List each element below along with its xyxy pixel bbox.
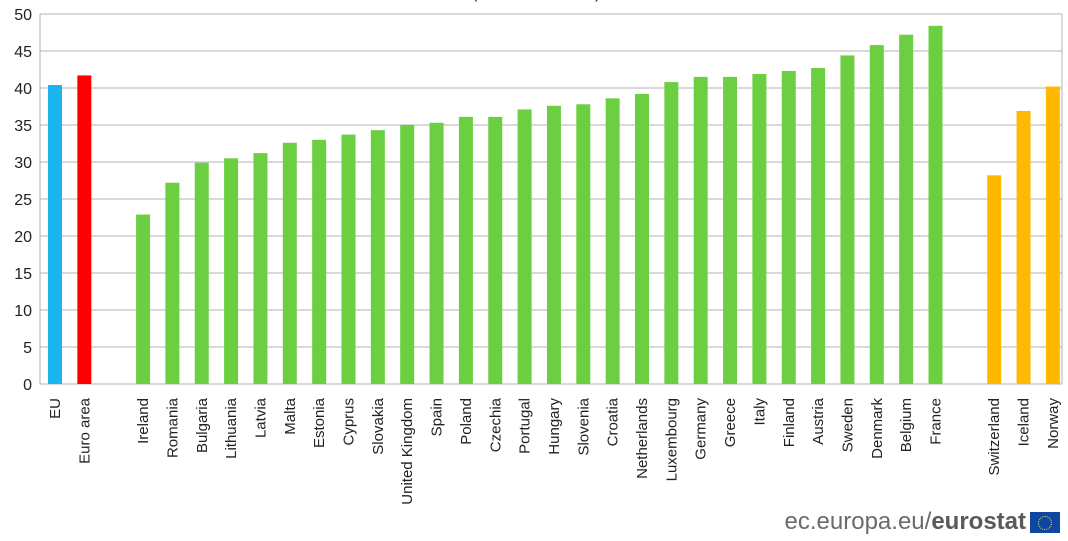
x-category-label: Finland bbox=[781, 398, 798, 447]
bar-denmark bbox=[869, 45, 884, 384]
bar-czechia bbox=[488, 116, 503, 385]
bar-croatia bbox=[605, 98, 620, 385]
x-category-label: Romania bbox=[164, 397, 181, 458]
x-category-label: Netherlands bbox=[634, 398, 651, 479]
x-category-label: Spain bbox=[429, 398, 446, 436]
chart-title-close: ) bbox=[595, 0, 600, 2]
bar-malta bbox=[282, 142, 297, 384]
y-tick-label: 5 bbox=[23, 340, 32, 357]
y-axis: 0 5 10 15 20 25 30 35 40 45 50 bbox=[14, 7, 32, 394]
x-category-label: Austria bbox=[810, 397, 827, 444]
bar-iceland bbox=[1016, 110, 1031, 384]
bar-sweden bbox=[840, 55, 855, 384]
bar-eu bbox=[48, 85, 62, 384]
x-category-label: Latvia bbox=[252, 397, 269, 438]
bar-poland bbox=[458, 116, 473, 385]
bar-austria bbox=[811, 68, 826, 385]
bar-latvia bbox=[253, 153, 268, 384]
bar-germany bbox=[693, 76, 708, 385]
bar-norway bbox=[1045, 86, 1060, 385]
y-tick-label: 0 bbox=[23, 377, 32, 394]
bar-switzerland bbox=[987, 175, 1002, 384]
x-category-label: Slovakia bbox=[370, 397, 387, 454]
bar-estonia bbox=[312, 139, 327, 384]
x-category-label: Iceland bbox=[1016, 398, 1033, 446]
bar-greece bbox=[723, 76, 738, 385]
source-watermark: ec.europa.eu/eurostat bbox=[785, 508, 1060, 536]
bar-france bbox=[928, 25, 943, 385]
y-tick-label: 35 bbox=[14, 118, 32, 135]
chart-title-open: ( bbox=[472, 0, 478, 2]
x-category-label: Euro area bbox=[76, 397, 93, 464]
x-category-label: Belgium bbox=[898, 398, 915, 452]
y-tick-label: 40 bbox=[14, 81, 32, 98]
x-category-label: EU bbox=[47, 398, 64, 419]
bar-cyprus bbox=[341, 134, 356, 384]
bars bbox=[48, 25, 1060, 385]
x-category-label: Denmark bbox=[869, 398, 886, 459]
bar-hungary bbox=[546, 105, 561, 384]
x-category-label: Switzerland bbox=[986, 398, 1003, 476]
y-tick-label: 20 bbox=[14, 229, 32, 246]
bar-spain bbox=[429, 122, 444, 384]
x-category-label: Hungary bbox=[546, 398, 563, 455]
x-category-label: Ireland bbox=[135, 398, 152, 444]
x-category-label: Sweden bbox=[839, 398, 856, 452]
y-tick-label: 10 bbox=[14, 303, 32, 320]
x-axis-labels: EU Euro area Ireland Romania Bulgaria Lithuan… bbox=[47, 397, 1062, 504]
x-category-label: Greece bbox=[722, 398, 739, 447]
bar-slovakia bbox=[370, 130, 385, 384]
x-category-label: Slovenia bbox=[575, 397, 592, 455]
x-category-label: Luxembourg bbox=[663, 398, 680, 481]
bar-italy bbox=[752, 73, 767, 384]
x-category-label: Poland bbox=[458, 398, 475, 445]
y-tick-label: 50 bbox=[14, 7, 32, 24]
bar-belgium bbox=[899, 34, 914, 384]
y-tick-label: 30 bbox=[14, 155, 32, 172]
bar-euro-area bbox=[77, 75, 92, 385]
x-category-label: Czechia bbox=[487, 397, 504, 452]
bar-netherlands bbox=[635, 93, 649, 385]
bar-ireland bbox=[136, 214, 151, 384]
x-category-label: Germany bbox=[693, 398, 710, 460]
bar-romania bbox=[165, 182, 180, 384]
x-category-label: Bulgaria bbox=[194, 397, 211, 453]
bar-lithuania bbox=[224, 158, 239, 384]
bar-united-kingdom bbox=[400, 125, 415, 384]
x-category-label: Estonia bbox=[311, 397, 328, 448]
y-tick-label: 15 bbox=[14, 266, 32, 283]
x-category-label: Portugal bbox=[517, 398, 534, 454]
x-category-label: Cyprus bbox=[341, 398, 358, 446]
bar-finland bbox=[781, 70, 796, 384]
y-tick-label: 25 bbox=[14, 192, 32, 209]
x-category-label: United Kingdom bbox=[399, 398, 416, 505]
x-category-label: Norway bbox=[1045, 398, 1062, 449]
source-brand: eurostat bbox=[931, 508, 1026, 535]
bar-portugal bbox=[517, 109, 532, 385]
eu-flag-icon bbox=[1030, 511, 1060, 533]
x-category-label: France bbox=[928, 398, 945, 445]
x-category-label: Malta bbox=[282, 397, 299, 434]
x-category-label: Croatia bbox=[605, 397, 622, 446]
x-category-label: Lithuania bbox=[223, 397, 240, 459]
source-domain: ec.europa.eu/ bbox=[784, 508, 932, 535]
bar-bulgaria bbox=[194, 162, 209, 384]
y-tick-label: 45 bbox=[14, 44, 32, 61]
x-category-label: Italy bbox=[751, 398, 768, 426]
bar-luxembourg bbox=[664, 82, 679, 384]
bar-slovenia bbox=[576, 104, 591, 384]
